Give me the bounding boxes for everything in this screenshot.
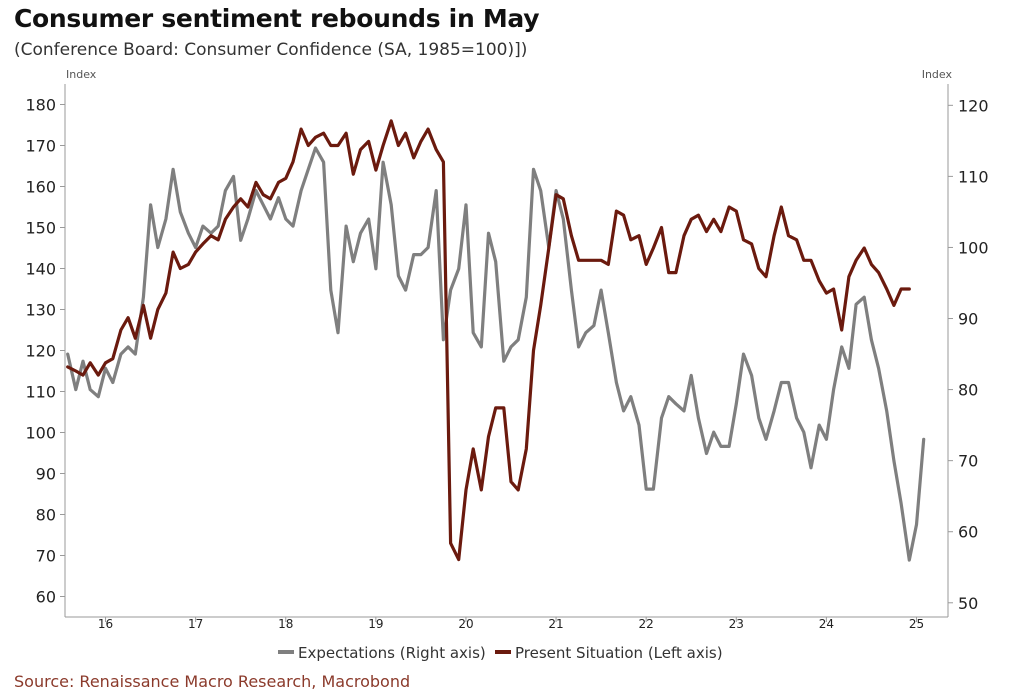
left-tick-label: 180 [25,96,56,115]
left-tick-label: 80 [36,506,56,525]
right-tick-label: 100 [958,238,989,257]
x-tick-label: 21 [548,617,563,631]
left-tick-label: 140 [25,260,56,279]
right-tick-label: 70 [958,452,978,471]
x-tick-label: 24 [819,617,834,631]
x-tick-label: 17 [188,617,203,631]
x-tick-label: 20 [458,617,473,631]
expectations-line [66,146,926,562]
right-tick-label: 90 [958,310,978,329]
chart-title: Consumer sentiment rebounds in May [14,4,540,33]
left-axis-unit-label: Index [66,68,97,81]
present-situation-line [66,119,911,562]
left-tick-label: 120 [25,342,56,361]
left-tick-label: 110 [25,383,56,402]
right-axis: Index 50 60 70 80 90 100 110 120 [922,68,989,613]
x-tick-label: 22 [639,617,654,631]
plot-frame [64,84,949,618]
left-tick-label: 60 [36,588,56,607]
left-tick-label: 90 [36,465,56,484]
x-axis: 16 17 18 19 20 21 22 23 24 25 [98,617,924,631]
x-tick-label: 25 [909,617,924,631]
right-tick-label: 50 [958,594,978,613]
right-tick-label: 80 [958,381,978,400]
x-tick-label: 16 [98,617,113,631]
legend: Expectations (Right axis) Present Situati… [278,644,723,662]
left-tick-label: 70 [36,547,56,566]
left-tick-label: 100 [25,424,56,443]
legend-expectations-label: Expectations (Right axis) [298,644,486,662]
right-tick-label: 110 [958,167,989,186]
left-tick-label: 160 [25,178,56,197]
chart-subtitle: (Conference Board: Consumer Confidence (… [14,40,528,60]
x-tick-label: 23 [729,617,744,631]
right-tick-label: 60 [958,523,978,542]
left-tick-label: 170 [25,137,56,156]
x-tick-label: 18 [278,617,293,631]
right-tick-label: 120 [958,96,989,115]
right-axis-unit-label: Index [922,68,953,81]
source-note: Source: Renaissance Macro Research, Macr… [14,672,411,691]
left-axis: Index 60 70 80 90 100 110 120 130 140 150 160 170 180 [25,68,96,607]
x-tick-label: 19 [368,617,383,631]
series-layer [66,119,926,562]
left-tick-label: 150 [25,219,56,238]
legend-present-situation-label: Present Situation (Left axis) [515,644,723,662]
left-tick-label: 130 [25,301,56,320]
